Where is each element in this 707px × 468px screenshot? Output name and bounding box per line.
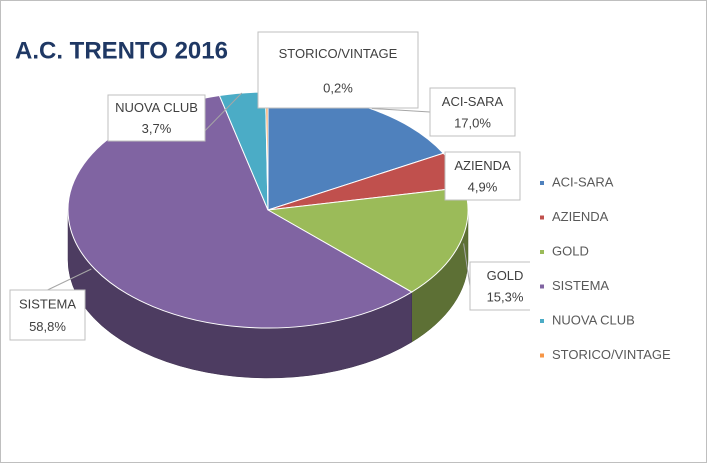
chart-title: A.C. TRENTO 2016 (15, 37, 228, 64)
leader-line (371, 107, 431, 113)
data-label-value: 0,2% (323, 80, 353, 95)
label-box (257, 31, 419, 109)
legend-label: AZIENDA (552, 209, 609, 224)
label-box (469, 261, 541, 311)
legend-label: ACI-SARA (552, 174, 614, 189)
data-label-name: GOLD (487, 268, 524, 283)
legend-marker (540, 181, 544, 185)
data-label-name: ACI-SARA (442, 94, 504, 109)
legend-label: STORICO/VINTAGE (552, 347, 671, 362)
leader-line (463, 243, 471, 287)
legend-marker (540, 215, 544, 220)
leader-line (47, 268, 92, 291)
data-label-name: NUOVA CLUB (115, 100, 198, 115)
legend-marker (540, 353, 544, 358)
legend-marker (540, 250, 544, 254)
data-label-name: STORICO/VINTAGE (279, 46, 398, 61)
data-label-name: AZIENDA (454, 158, 511, 173)
data-label-value: 58,8% (29, 319, 66, 334)
label-box (429, 87, 516, 137)
legend-marker (540, 319, 544, 323)
legend-marker (540, 284, 544, 289)
label-box (9, 289, 86, 341)
label-box (107, 94, 206, 142)
legend-label: GOLD (552, 243, 589, 258)
data-label-value: 15,3% (487, 289, 524, 304)
legend-label: NUOVA CLUB (552, 312, 635, 327)
data-label-value: 17,0% (454, 115, 491, 130)
label-box (444, 151, 521, 201)
data-label-value: 3,7% (142, 121, 172, 136)
legend-box (530, 163, 695, 373)
data-label-value: 4,9% (468, 179, 498, 194)
legend-label: SISTEMA (552, 278, 609, 293)
data-label-name: SISTEMA (19, 296, 76, 311)
